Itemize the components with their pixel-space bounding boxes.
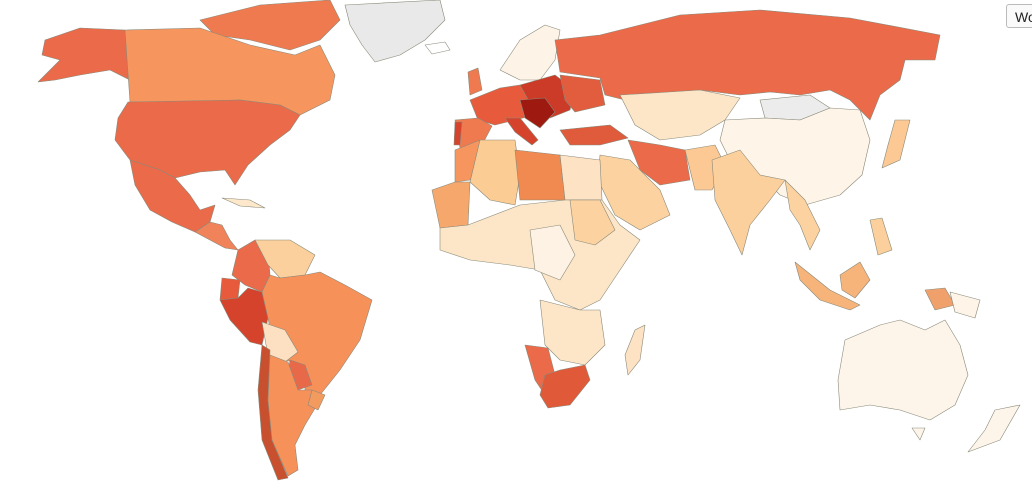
- country: [519, 97, 556, 129]
- country: [221, 197, 266, 209]
- country: [911, 427, 926, 441]
- country: [624, 324, 646, 376]
- country: [453, 121, 463, 146]
- country: [431, 181, 471, 229]
- country: [967, 404, 1021, 453]
- country: [539, 364, 591, 409]
- country: [539, 299, 606, 366]
- country: [619, 89, 741, 141]
- country: [114, 99, 301, 186]
- country: [881, 119, 911, 169]
- country: [37, 27, 131, 83]
- country: [559, 154, 603, 201]
- country: [569, 199, 616, 246]
- country: [267, 354, 321, 477]
- country: [869, 217, 893, 256]
- country: [219, 277, 241, 301]
- region-button[interactable]: Wo: [1006, 4, 1032, 28]
- country: [504, 117, 539, 146]
- country: [711, 149, 786, 256]
- country: [467, 67, 483, 96]
- country: [199, 0, 341, 51]
- country: [559, 124, 629, 146]
- country: [794, 261, 861, 311]
- country: [469, 139, 521, 206]
- country: [529, 224, 576, 281]
- country: [424, 41, 451, 55]
- country: [194, 221, 239, 251]
- country: [924, 287, 956, 311]
- country: [554, 9, 941, 121]
- country: [307, 389, 326, 411]
- country: [837, 319, 969, 421]
- country: [839, 261, 871, 299]
- country: [514, 149, 566, 201]
- country: [129, 159, 216, 233]
- country: [344, 0, 446, 63]
- country: [499, 24, 561, 81]
- country: [784, 179, 821, 251]
- country: [949, 291, 981, 319]
- country: [559, 74, 606, 113]
